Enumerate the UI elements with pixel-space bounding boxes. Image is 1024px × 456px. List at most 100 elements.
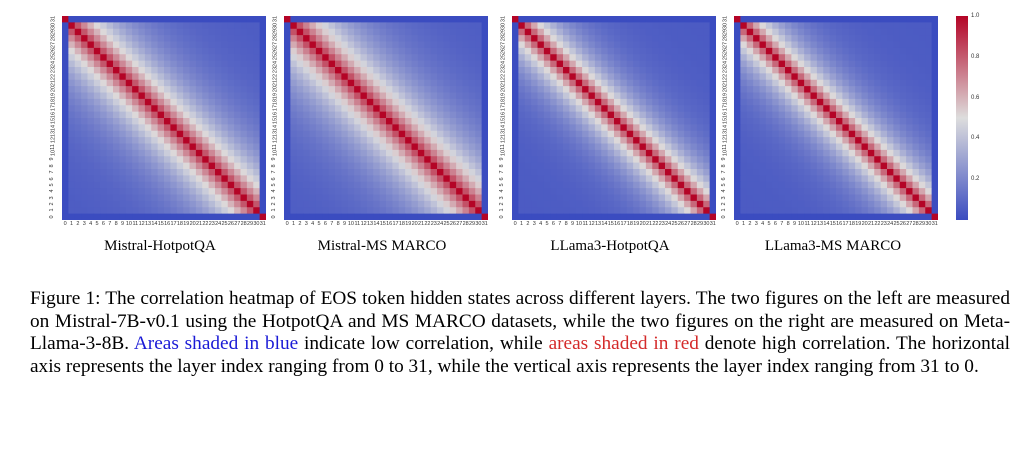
heatmap-cell	[227, 143, 235, 151]
heatmap-cell	[575, 181, 583, 189]
heatmap-cell	[785, 118, 792, 125]
x-tick-label: 22	[652, 221, 659, 227]
heatmap-cell	[785, 188, 792, 195]
heatmap-cell	[550, 73, 558, 81]
heatmap-cell	[125, 92, 133, 100]
heatmap-cell	[221, 213, 229, 220]
heatmap-cell	[677, 194, 685, 202]
heatmap-cell	[772, 73, 780, 81]
heatmap-cell	[87, 169, 95, 176]
heatmap-cell	[208, 137, 216, 144]
heatmap-cell	[62, 162, 69, 170]
heatmap-cell	[765, 169, 773, 176]
heatmap-cell	[215, 22, 222, 30]
heatmap-cell	[665, 200, 672, 208]
heatmap-cell	[677, 156, 685, 164]
heatmap-cell	[456, 22, 463, 30]
heatmap-cell	[772, 200, 780, 208]
heatmap-cell	[100, 156, 108, 164]
x-tick-label: 3	[304, 221, 308, 227]
heatmap-cell	[594, 156, 602, 164]
heatmap-cell	[170, 86, 178, 93]
heatmap-cell	[753, 213, 760, 220]
heatmap-cell	[823, 28, 831, 36]
heatmap-cell	[183, 194, 190, 202]
heatmap-cell	[639, 143, 647, 151]
heatmap-cell	[569, 47, 577, 55]
heatmap-cell	[354, 169, 361, 176]
heatmap-cell	[645, 22, 653, 30]
heatmap-cell	[791, 149, 799, 157]
heatmap-cell	[753, 105, 760, 113]
heatmap-cell	[430, 213, 438, 220]
heatmap-cell	[106, 149, 114, 157]
heatmap-cell	[816, 73, 824, 81]
heatmap-cell	[341, 22, 349, 30]
heatmap-cell	[405, 47, 412, 55]
heatmap-cell	[328, 47, 336, 55]
heatmap-cell	[594, 92, 602, 100]
heatmap-cell	[759, 54, 767, 62]
heatmap-cell	[443, 130, 451, 138]
heatmap-cell	[855, 54, 862, 62]
heatmap-cell	[119, 200, 127, 208]
heatmap-cell	[68, 207, 76, 215]
heatmap-cell	[588, 54, 596, 62]
heatmap-cell	[284, 175, 291, 183]
heatmap-cell	[740, 188, 748, 195]
heatmap-cell	[690, 41, 698, 49]
heatmap-cell	[290, 105, 298, 113]
heatmap-cell	[81, 124, 88, 132]
heatmap-cell	[221, 149, 229, 157]
heatmap-cell	[347, 175, 355, 183]
heatmap-cell	[411, 175, 419, 183]
heatmap-cell	[138, 35, 146, 42]
heatmap-cell	[449, 54, 457, 62]
heatmap-cell	[68, 175, 76, 183]
heatmap-cell	[810, 137, 818, 144]
heatmap-cell	[690, 149, 698, 157]
heatmap-cell	[315, 137, 323, 144]
heatmap-cell	[658, 162, 666, 170]
heatmap-cell	[221, 47, 229, 55]
heatmap-cell	[671, 35, 679, 42]
heatmap-cell	[652, 92, 660, 100]
heatmap-cell	[373, 181, 381, 189]
heatmap-cell	[899, 67, 907, 74]
heatmap-cell	[379, 175, 387, 183]
heatmap-cell	[703, 143, 711, 151]
heatmap-cell	[887, 73, 894, 81]
heatmap-cell	[607, 73, 615, 81]
heatmap-cell	[284, 124, 291, 132]
heatmap-cell	[734, 60, 741, 68]
heatmap-cell	[341, 169, 349, 176]
heatmap-cell	[614, 16, 621, 23]
heatmap-cell	[462, 156, 470, 164]
heatmap-cell	[804, 118, 811, 125]
heatmap-cell	[614, 47, 621, 55]
y-tick-label: 2	[498, 202, 505, 206]
heatmap-cell	[290, 137, 298, 144]
heatmap-cell	[601, 169, 609, 176]
heatmap-cell	[81, 111, 88, 119]
heatmap-cell	[906, 35, 913, 42]
heatmap-cell	[652, 41, 660, 49]
heatmap-cell	[398, 156, 406, 164]
heatmap-cell	[405, 28, 412, 36]
heatmap-cell	[202, 194, 210, 202]
heatmap-cell	[918, 118, 926, 125]
heatmap-cell	[315, 194, 323, 202]
heatmap-cell	[398, 169, 406, 176]
heatmap-cell	[74, 41, 82, 49]
heatmap-cell	[524, 124, 532, 132]
heatmap-cell	[652, 130, 660, 138]
heatmap-cell	[189, 35, 197, 42]
heatmap-cell	[594, 105, 602, 113]
heatmap-cell	[645, 118, 653, 125]
heatmap-cell	[671, 67, 679, 74]
heatmap-cell	[665, 73, 672, 81]
heatmap-cell	[119, 207, 127, 215]
heatmap-cell	[626, 137, 634, 144]
heatmap-cell	[303, 22, 310, 30]
heatmap-cell	[874, 194, 882, 202]
